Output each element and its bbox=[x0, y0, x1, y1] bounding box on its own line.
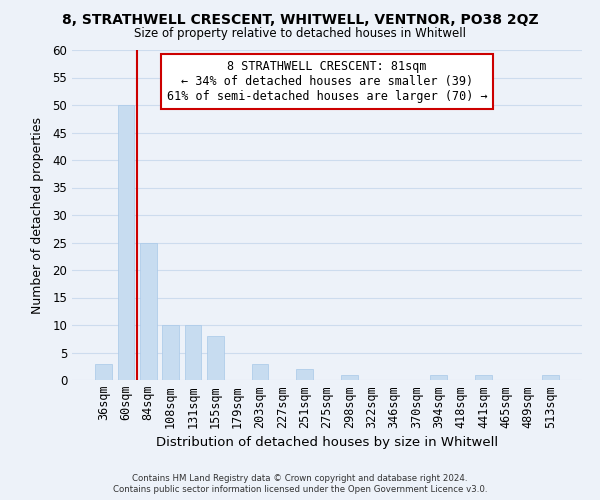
Bar bbox=[140, 242, 157, 380]
Text: Contains HM Land Registry data © Crown copyright and database right 2024.
Contai: Contains HM Land Registry data © Crown c… bbox=[113, 474, 487, 494]
Bar bbox=[341, 374, 358, 380]
Text: Size of property relative to detached houses in Whitwell: Size of property relative to detached ho… bbox=[134, 28, 466, 40]
Bar bbox=[251, 364, 268, 380]
Bar bbox=[475, 374, 492, 380]
X-axis label: Distribution of detached houses by size in Whitwell: Distribution of detached houses by size … bbox=[156, 436, 498, 449]
Text: 8, STRATHWELL CRESCENT, WHITWELL, VENTNOR, PO38 2QZ: 8, STRATHWELL CRESCENT, WHITWELL, VENTNO… bbox=[62, 12, 538, 26]
Text: 8 STRATHWELL CRESCENT: 81sqm
← 34% of detached houses are smaller (39)
61% of se: 8 STRATHWELL CRESCENT: 81sqm ← 34% of de… bbox=[167, 60, 487, 103]
Y-axis label: Number of detached properties: Number of detached properties bbox=[31, 116, 44, 314]
Bar bbox=[430, 374, 447, 380]
Bar bbox=[118, 105, 134, 380]
Bar bbox=[542, 374, 559, 380]
Bar bbox=[207, 336, 224, 380]
Bar bbox=[185, 325, 202, 380]
Bar bbox=[162, 325, 179, 380]
Bar bbox=[95, 364, 112, 380]
Bar bbox=[296, 369, 313, 380]
